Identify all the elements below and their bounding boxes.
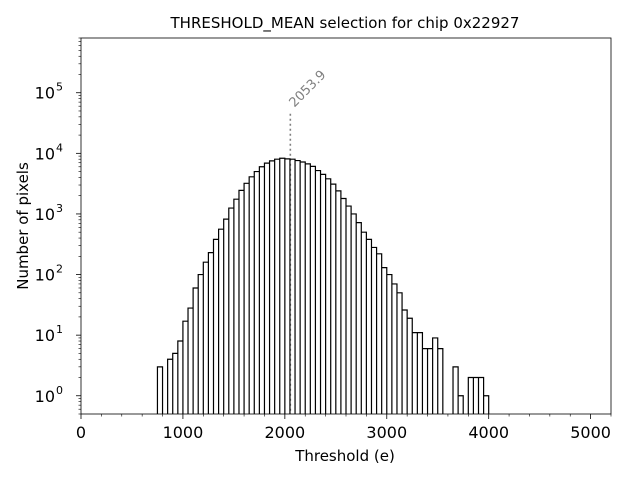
histogram-series: [156, 157, 490, 414]
y-tick-base: 10: [35, 205, 55, 224]
x-tick-label: 3000: [366, 423, 407, 442]
y-axis-label: Number of pixels: [14, 162, 32, 290]
y-tick-label: 10: [35, 84, 55, 103]
y-tick-base: 10: [35, 84, 55, 103]
x-tick-label: 0: [76, 423, 86, 442]
y-tick-base: 10: [35, 266, 55, 285]
y-tick-label: 10: [35, 205, 55, 224]
y-tick-exponent: 2: [56, 263, 63, 276]
y-tick-label: 10: [35, 387, 55, 406]
x-axis-label: Threshold (e): [294, 447, 395, 465]
mean-value-label: 2053.9: [287, 68, 330, 111]
y-tick-label: 10: [35, 144, 55, 163]
y-tick-exponent: 5: [56, 81, 63, 94]
y-tick-label: 10: [35, 326, 55, 345]
x-tick-label: 4000: [468, 423, 509, 442]
y-tick-label: 10: [35, 266, 55, 285]
y-tick-base: 10: [35, 326, 55, 345]
y-tick-base: 10: [35, 144, 55, 163]
chart-title: THRESHOLD_MEAN selection for chip 0x2292…: [170, 14, 520, 33]
x-tick-label: 1000: [163, 423, 204, 442]
x-tick-label: 5000: [570, 423, 611, 442]
y-tick-base: 10: [35, 387, 55, 406]
y-tick-exponent: 1: [56, 323, 63, 336]
y-tick-exponent: 4: [56, 141, 63, 154]
x-tick-label: 2000: [264, 423, 305, 442]
y-tick-exponent: 3: [56, 202, 63, 215]
y-tick-exponent: 0: [56, 384, 63, 397]
